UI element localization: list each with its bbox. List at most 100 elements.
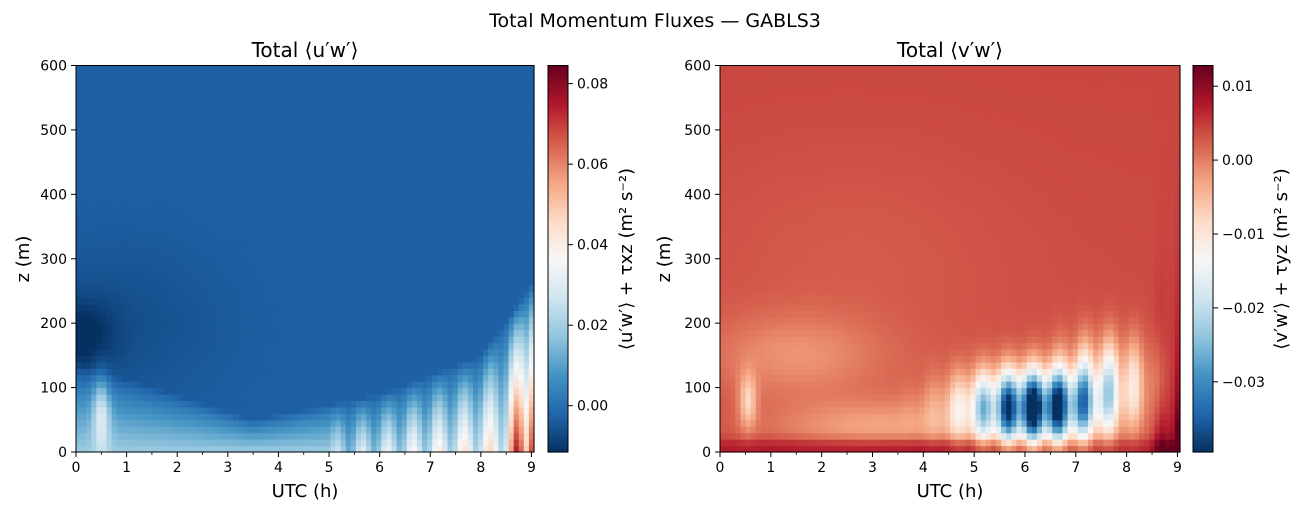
heatmap-cell (483, 194, 489, 202)
heatmap-cell (427, 413, 433, 421)
heatmap-cell (223, 123, 230, 131)
heatmap-cell (249, 284, 255, 292)
heatmap-cell (106, 194, 113, 202)
heatmap-cell (172, 213, 179, 221)
heatmap-cell (315, 445, 321, 453)
heatmap-cell (315, 271, 321, 279)
heatmap-cell (116, 361, 123, 369)
heatmap-cell (355, 348, 362, 356)
heatmap-cell (315, 426, 321, 434)
heatmap-cell (305, 65, 311, 73)
heatmap-cell (427, 97, 433, 105)
heatmap-cell (452, 426, 459, 434)
heatmap-cell (116, 439, 123, 447)
heatmap-cell (355, 213, 362, 221)
heatmap-cell (274, 78, 281, 86)
heatmap-cell (416, 374, 423, 382)
heatmap-cell (416, 336, 423, 344)
heatmap-cell (243, 394, 250, 402)
heatmap-cell (182, 252, 189, 260)
heatmap-cell (198, 361, 204, 369)
heatmap-cell (223, 439, 230, 447)
heatmap-cell (96, 426, 103, 434)
heatmap-cell (193, 329, 199, 337)
heatmap-cell (376, 142, 382, 150)
heatmap-cell (488, 187, 494, 195)
heatmap-cell (167, 310, 174, 318)
heatmap-cell (218, 265, 225, 273)
heatmap-cell (131, 329, 138, 337)
heatmap-cell (264, 361, 270, 369)
heatmap-cell (305, 381, 311, 389)
heatmap-cell (340, 142, 347, 150)
heatmap-cell (203, 149, 209, 157)
heatmap-cell (315, 117, 321, 125)
heatmap-cell (452, 406, 459, 414)
heatmap-cell (284, 445, 291, 453)
heatmap-cell (442, 329, 449, 337)
heatmap-cell (437, 432, 443, 440)
heatmap-cell (106, 284, 113, 292)
heatmap-cell (228, 187, 235, 195)
heatmap-cell (432, 445, 438, 453)
heatmap-cell (401, 213, 408, 221)
heatmap-cell (355, 97, 362, 105)
heatmap-cell (228, 65, 235, 73)
heatmap-cell (294, 129, 301, 137)
heatmap-cell (488, 329, 494, 337)
heatmap-cell (86, 187, 92, 195)
heatmap-cell (249, 400, 255, 408)
heatmap-cell (299, 71, 306, 79)
heatmap-cell (249, 297, 255, 305)
heatmap-cell (350, 117, 357, 125)
heatmap-cell (147, 194, 153, 202)
heatmap-cell (238, 355, 245, 363)
heatmap-cell (355, 394, 362, 402)
heatmap-cell (335, 97, 342, 105)
heatmap-cell (269, 290, 276, 298)
heatmap-cell (432, 381, 438, 389)
heatmap-cell (233, 187, 240, 195)
heatmap-cell (76, 91, 82, 99)
heatmap-cell (116, 187, 123, 195)
heatmap-cell (488, 232, 494, 241)
heatmap-cell (162, 323, 169, 331)
heatmap-cell (116, 381, 123, 389)
heatmap-cell (371, 71, 377, 79)
heatmap-cell (218, 400, 225, 408)
heatmap-cell (101, 97, 108, 105)
heatmap-cell (315, 310, 321, 318)
heatmap-cell (131, 168, 138, 176)
heatmap-cell (76, 278, 82, 286)
heatmap-cell (472, 387, 479, 395)
heatmap-cell (386, 175, 393, 183)
heatmap-cell (335, 297, 342, 305)
heatmap-cell (162, 123, 169, 131)
heatmap-cell (91, 149, 97, 157)
heatmap-cell (157, 290, 164, 298)
heatmap-cell (467, 406, 474, 414)
heatmap-cell (162, 355, 169, 363)
heatmap-cell (427, 310, 433, 318)
heatmap-cell (305, 394, 311, 402)
heatmap-cell (228, 78, 235, 86)
heatmap-cell (142, 162, 148, 170)
heatmap-cell (340, 168, 347, 176)
heatmap-cell (137, 278, 143, 286)
heatmap-cell (218, 252, 225, 260)
heatmap-cell (467, 155, 474, 163)
heatmap-cell (187, 374, 194, 382)
heatmap-cell (121, 65, 128, 73)
heatmap-cell (483, 97, 489, 105)
heatmap-cell (254, 142, 260, 150)
heatmap-cell (493, 284, 499, 292)
heatmap-cell (299, 232, 306, 241)
heatmap-cell (305, 181, 311, 189)
heatmap-cell (228, 104, 235, 112)
heatmap-cell (172, 413, 179, 421)
heatmap-cell (142, 271, 148, 279)
heatmap-cell (269, 323, 276, 331)
heatmap-cell (493, 342, 499, 350)
heatmap-cell (254, 129, 260, 137)
heatmap-cell (254, 97, 260, 105)
